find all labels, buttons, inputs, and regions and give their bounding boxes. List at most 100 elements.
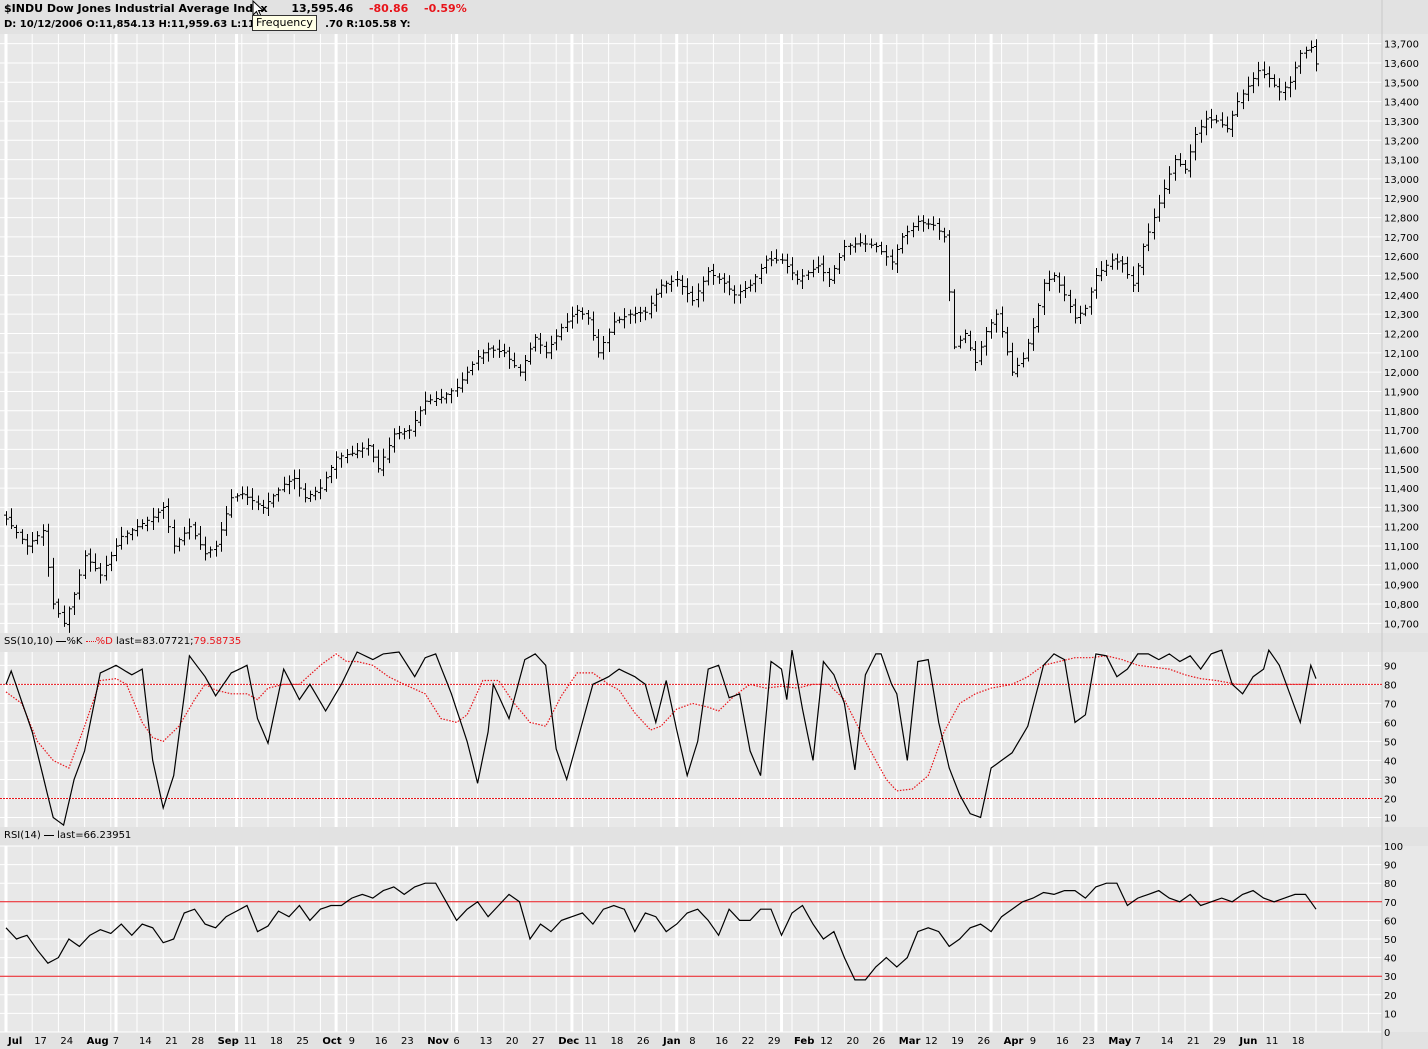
y-tick-label: 20 (1384, 991, 1397, 1002)
stoch-title: SS(10,10) (4, 636, 54, 647)
x-tick-label: 12 (925, 1036, 938, 1047)
x-tick-label: 11 (244, 1036, 257, 1047)
ohlc-bar (622, 308, 627, 329)
y-tick-label: 12,100 (1384, 349, 1419, 360)
ohlc-bar (942, 227, 947, 243)
x-tick-label: 22 (742, 1036, 755, 1047)
ohlc-bar (20, 529, 25, 545)
ohlc-bar (62, 605, 67, 627)
y-tick-label: 10 (1384, 813, 1397, 824)
x-tick-label: 16 (375, 1036, 388, 1047)
ohlc-bar (1031, 318, 1036, 351)
ohlc-bar (549, 335, 554, 360)
y-tick-label: 70 (1384, 699, 1397, 710)
y-tick-label: 13,600 (1384, 59, 1419, 70)
stoch-k-line (5, 648, 1317, 827)
ohlc-bar (1277, 78, 1282, 101)
ohlc-bar (109, 551, 114, 572)
ohlc-bar (685, 278, 690, 303)
ohlc-bar (1042, 279, 1047, 316)
ohlc-bar (1204, 110, 1209, 136)
ohlc-bar (1094, 267, 1099, 299)
ohlc-bar (151, 507, 156, 530)
ohlc-bar (172, 519, 177, 554)
ohlc-bar (308, 490, 313, 502)
y-tick-label: 20 (1384, 794, 1397, 805)
k-legend: %K (66, 636, 83, 647)
ohlc-bar (900, 233, 905, 254)
ohlc-bar (706, 267, 711, 286)
y-tick-label: 80 (1384, 680, 1397, 691)
ohlc-bar (654, 288, 659, 312)
ohlc-bar (732, 285, 737, 304)
ohlc-bar (387, 437, 392, 464)
ohlc-bar (874, 242, 879, 253)
ohlc-bar (544, 341, 549, 359)
ohlc-bar (649, 295, 654, 319)
x-tick-label: 24 (60, 1036, 73, 1047)
ohlc-bar (853, 237, 858, 253)
ohlc-bar (182, 526, 187, 546)
ohlc-bar (98, 562, 103, 584)
ohlc-bar (1267, 66, 1272, 88)
y-tick-label: 11,400 (1384, 484, 1419, 495)
bar-open: 11,854.13 (98, 19, 156, 30)
x-tick-label: 20 (506, 1036, 519, 1047)
ohlc-bar (780, 253, 785, 264)
ohlc-bar (219, 522, 224, 552)
x-tick-label: Oct (322, 1036, 341, 1047)
panel-separator (0, 827, 1428, 846)
ohlc-bar (701, 276, 706, 302)
y-tick-label: 10,900 (1384, 581, 1419, 592)
x-tick-label: 26 (873, 1036, 886, 1047)
x-tick-label: 17 (34, 1036, 47, 1047)
ohlc-bar (1188, 144, 1193, 178)
ohlc-bar (1209, 108, 1214, 129)
ohlc-bar (1272, 74, 1277, 88)
ohlc-bar (83, 550, 88, 579)
ohlc-bar (187, 518, 192, 540)
ohlc-bar (507, 346, 512, 369)
ohlc-bar (759, 263, 764, 284)
ohlc-bar (952, 289, 957, 350)
ohlc-bar (1304, 46, 1309, 59)
last-price: 13,595.46 (291, 2, 354, 15)
ohlc-bar (973, 340, 978, 371)
ohlc-bar (428, 394, 433, 405)
ohlc-bar (114, 538, 119, 562)
ohlc-bar (1099, 261, 1104, 282)
ohlc-bar (570, 306, 575, 329)
ohlc-bar (502, 343, 507, 358)
y-tick-label: 12,500 (1384, 272, 1419, 283)
y-tick-label: 13,400 (1384, 98, 1419, 109)
y-tick-label: 12,900 (1384, 194, 1419, 205)
ohlc-bar (30, 532, 35, 554)
ohlc-bar (140, 519, 145, 530)
x-tick-label: 25 (296, 1036, 309, 1047)
ohlc-bar (245, 486, 250, 505)
y-tick-label: 60 (1384, 718, 1397, 729)
ohlc-bar (748, 279, 753, 292)
x-tick-label: 8 (689, 1036, 695, 1047)
ohlc-bar (51, 557, 56, 610)
ohlc-bar (638, 306, 643, 322)
ohlc-bar (989, 319, 994, 339)
ohlc-bar (1000, 306, 1005, 338)
ohlc-bar (1062, 276, 1067, 302)
ohlc-bar (696, 283, 701, 308)
ohlc-bar (1146, 223, 1151, 252)
ohlc-bar (313, 486, 318, 501)
x-tick-label: 23 (401, 1036, 414, 1047)
ohlc-bar (4, 511, 9, 526)
ohlc-bar (444, 392, 449, 404)
ohlc-bar (931, 216, 936, 231)
ohlc-bar (1225, 116, 1230, 133)
ohlc-bar (554, 329, 559, 351)
ohlc-bar (1230, 110, 1235, 137)
ohlc-bar (774, 249, 779, 264)
ohlc-bar (125, 530, 130, 545)
high-label: H: (158, 19, 171, 30)
x-tick-label: Jul (7, 1036, 22, 1047)
ohlc-bar (407, 425, 412, 439)
